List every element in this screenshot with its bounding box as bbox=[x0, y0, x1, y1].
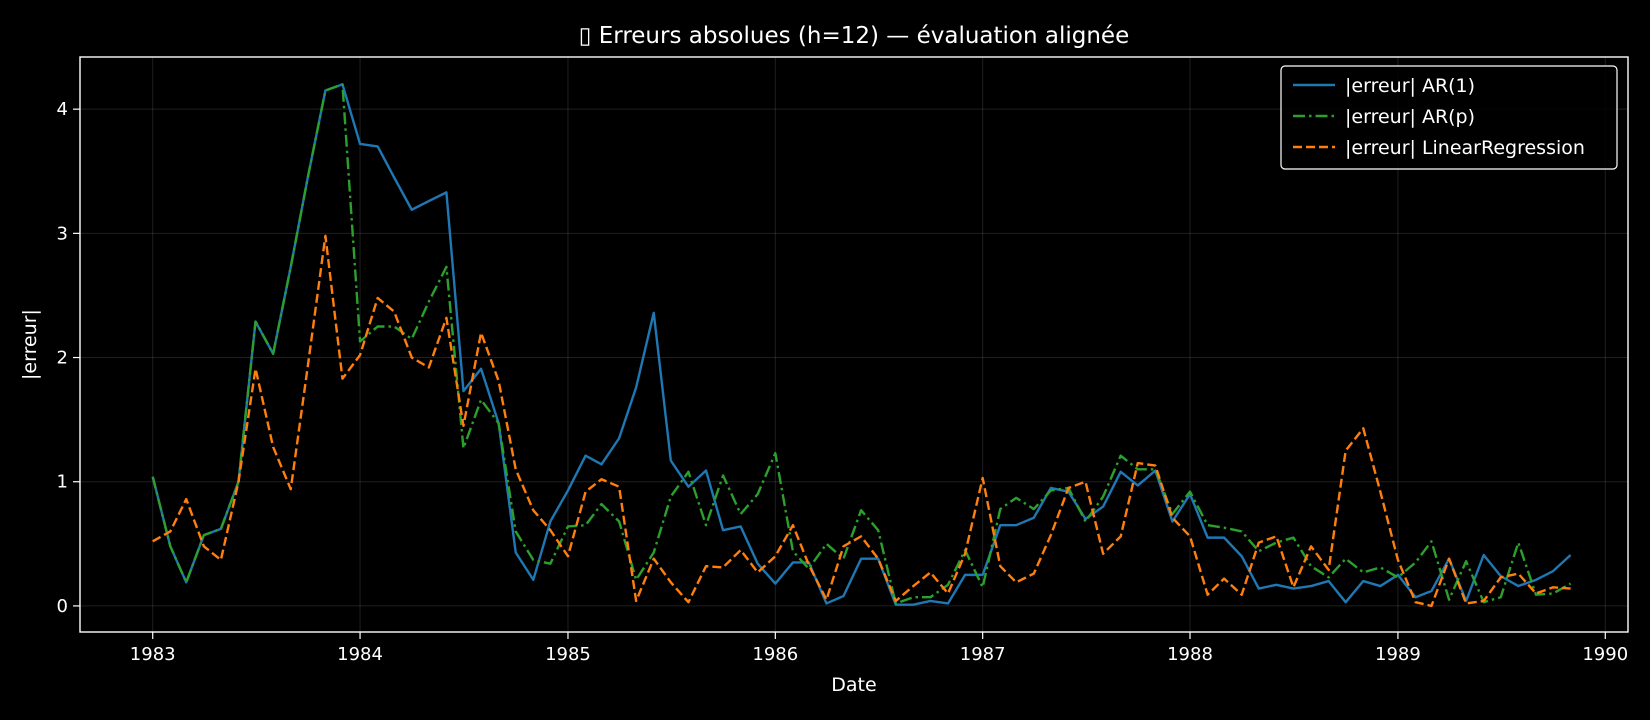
legend-box bbox=[1280, 65, 1618, 170]
y-tick-label: 0 bbox=[57, 596, 68, 617]
series-line-3 bbox=[152, 234, 1571, 608]
x-axis-title: Date bbox=[831, 674, 876, 696]
x-tick-label: 1986 bbox=[752, 644, 798, 665]
y-tick-label: 2 bbox=[57, 348, 68, 369]
x-tick-label: 1984 bbox=[337, 644, 383, 665]
legend: |erreur| AR(1) |erreur| AR(p) |erreur| Lin… bbox=[1280, 65, 1618, 170]
y-tick-label: 4 bbox=[57, 99, 68, 120]
series-line-2 bbox=[151, 83, 1572, 605]
legend-label: |erreur| LinearRegression bbox=[1345, 137, 1585, 159]
x-tick-label: 1989 bbox=[1375, 644, 1421, 665]
x-tick-label: 1988 bbox=[1167, 644, 1213, 665]
chart-title: ▯ Erreurs absolues (h=12) — évaluation a… bbox=[579, 23, 1129, 49]
x-tick-label: 1983 bbox=[130, 644, 176, 665]
y-tick-label: 1 bbox=[57, 472, 68, 493]
y-tick-label: 3 bbox=[57, 223, 68, 244]
x-tick-label: 1985 bbox=[545, 644, 591, 665]
series-layer bbox=[151, 83, 1572, 608]
legend-label: |erreur| AR(p) bbox=[1345, 106, 1475, 128]
plot-frame bbox=[79, 56, 1629, 633]
x-tick-label: 1987 bbox=[960, 644, 1006, 665]
y-axis-title: |erreur| bbox=[19, 309, 41, 380]
legend-label: |erreur| AR(1) bbox=[1345, 75, 1475, 97]
series-line-1 bbox=[151, 83, 1572, 606]
x-tick-label: 1990 bbox=[1582, 644, 1628, 665]
axis-layer: 1983 1984 1985 1986 1987 1988 1989 1990 0 1 2 3 4 bbox=[57, 99, 1629, 665]
